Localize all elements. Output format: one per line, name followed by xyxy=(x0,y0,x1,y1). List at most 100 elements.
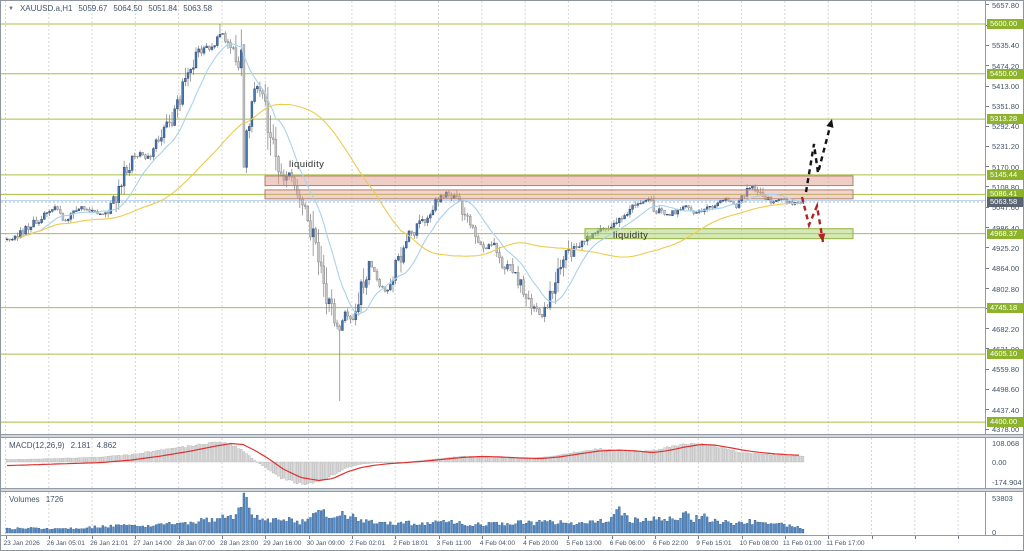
price-axis[interactable]: 5657.805596.605535.405474.205413.005351.… xyxy=(985,1,1023,550)
time-tick-mark xyxy=(871,536,873,539)
vertical-gridlines xyxy=(5,438,959,488)
price-level-badge: 4968.37 xyxy=(987,228,1023,239)
macd-axis-label: 108.068 xyxy=(992,439,1020,448)
volumes-indicator-label: Volumes 1726 xyxy=(9,495,63,504)
price-tick-mark xyxy=(986,166,989,168)
price-level-badge: 5086.41 xyxy=(987,189,1023,200)
candles[interactable] xyxy=(5,24,805,401)
price-tick: 5108.80 xyxy=(992,182,1020,192)
price-tick: 4682.20 xyxy=(992,324,1020,334)
price-tick: 4498.60 xyxy=(992,385,1020,395)
price-tick: 5535.40 xyxy=(992,41,1020,51)
time-tick-mark xyxy=(481,536,483,539)
time-tick-mark xyxy=(741,536,743,539)
time-tick-label: 5 Feb 13:00 xyxy=(566,540,602,547)
horizontal-level-lines[interactable] xyxy=(1,23,986,423)
price-tick-mark xyxy=(986,105,989,107)
vertical-gridlines xyxy=(5,1,959,434)
time-tick-mark xyxy=(611,536,613,539)
supply-zone-1[interactable] xyxy=(264,175,854,187)
volumes-pane[interactable] xyxy=(1,492,986,534)
price-tick: 5170.00 xyxy=(992,162,1020,172)
down-projection-arrow[interactable] xyxy=(800,196,826,243)
price-tick: 5351.80 xyxy=(992,102,1020,112)
vertical-gridlines xyxy=(5,492,959,534)
time-tick-mark xyxy=(525,536,527,539)
price-tick-mark xyxy=(986,4,989,6)
ohlc-open: 5059.67 xyxy=(78,4,108,13)
price-tick-mark xyxy=(986,125,989,127)
pane-separator-volumes[interactable] xyxy=(1,488,1023,492)
ohlc-high: 5064.50 xyxy=(113,4,143,13)
time-tick-mark xyxy=(828,536,830,539)
price-tick-mark xyxy=(986,428,989,430)
fast-ma-line[interactable] xyxy=(17,43,803,316)
symbol-label: XAUUSD.a,H1 xyxy=(19,4,73,13)
time-tick-mark xyxy=(438,536,440,539)
time-tick-mark xyxy=(135,536,137,539)
macd-name: MACD(12,26,9) xyxy=(9,441,65,450)
macd-value-2: 4.862 xyxy=(96,441,117,450)
price-tick: 4864.00 xyxy=(992,264,1020,274)
time-tick-label: 2 Feb 18:01 xyxy=(393,540,429,547)
price-tick: 4986.40 xyxy=(992,224,1019,233)
macd-indicator-label: MACD(12,26,9) 2.181 4.862 xyxy=(9,441,117,450)
time-tick-mark xyxy=(958,536,960,539)
time-tick-mark xyxy=(914,536,916,539)
slow-ma-line[interactable] xyxy=(17,103,803,258)
macd-axis-label: -174.904 xyxy=(992,478,1022,487)
price-level-badge: 4605.10 xyxy=(987,349,1023,360)
macd-pane[interactable] xyxy=(1,438,986,488)
time-tick-label: 9 Feb 15:01 xyxy=(696,540,732,547)
price-tick: 4437.40 xyxy=(992,405,1020,415)
volume-axis-label: 0 xyxy=(992,528,997,537)
up-projection-arrow[interactable] xyxy=(804,118,834,193)
time-tick-label: 11 Feb 17:00 xyxy=(826,540,865,547)
chart-dropdown-icon[interactable]: ▼ xyxy=(8,5,14,12)
macd-value-1: 2.181 xyxy=(70,441,91,450)
ohlc-low: 5051.84 xyxy=(148,4,178,13)
time-axis[interactable]: 23 Jan 2026 26 Jan 05:01 26 Jan 21:01 27 Ja… xyxy=(1,535,1023,550)
time-tick-label: 6 Feb 22:00 xyxy=(653,540,689,547)
price-level-badge: 4400.00 xyxy=(987,417,1023,428)
demand-zone[interactable] xyxy=(584,228,854,240)
time-tick-label: 23 Jan 2026 xyxy=(3,540,40,547)
time-tick-mark xyxy=(698,536,700,539)
price-tick: 4559.80 xyxy=(992,365,1020,375)
price-tick: 4925.20 xyxy=(992,243,1020,253)
price-tick-mark xyxy=(986,368,989,370)
time-tick-mark xyxy=(222,536,223,539)
time-tick-label: 27 Jan 14:00 xyxy=(133,540,172,547)
time-tick-mark xyxy=(308,536,310,539)
time-tick-mark xyxy=(568,536,570,539)
time-tick-mark xyxy=(5,536,7,539)
time-tick-mark xyxy=(395,536,397,539)
price-tick-mark xyxy=(986,288,989,289)
price-tick-mark xyxy=(986,388,989,390)
price-tick-mark xyxy=(986,44,989,46)
current-price-badge: 5063.58 xyxy=(987,196,1023,207)
price-tick-mark xyxy=(986,206,989,208)
liquidity-label-lower[interactable]: liquidity xyxy=(613,230,649,241)
liquidity-label-upper[interactable]: liquidity xyxy=(289,159,325,170)
price-tick-mark xyxy=(986,186,989,188)
time-tick-label: 28 Jan 23:00 xyxy=(220,540,259,547)
price-tick-mark xyxy=(986,247,989,249)
price-tick-mark xyxy=(986,348,989,350)
time-tick-label: 3 Feb 11:00 xyxy=(436,540,472,547)
price-tick: 5474.20 xyxy=(992,61,1020,71)
price-tick: 5657.80 xyxy=(992,1,1020,10)
time-tick-mark xyxy=(178,536,180,539)
time-tick-mark xyxy=(351,536,353,539)
main-chart[interactable] xyxy=(1,1,986,434)
price-tick-mark xyxy=(986,65,989,67)
time-tick-mark xyxy=(92,536,94,539)
macd-histogram xyxy=(5,441,805,485)
time-tick-label: 10 Feb 08:00 xyxy=(739,540,779,547)
volume-bars xyxy=(5,492,805,534)
pane-separator-macd[interactable] xyxy=(1,434,1023,438)
time-tick-label: 29 Jan 16:00 xyxy=(263,540,302,547)
macd-axis-label: 0.00 xyxy=(992,458,1007,467)
macd-signal-line xyxy=(7,442,799,482)
supply-zone-2[interactable] xyxy=(264,189,854,200)
